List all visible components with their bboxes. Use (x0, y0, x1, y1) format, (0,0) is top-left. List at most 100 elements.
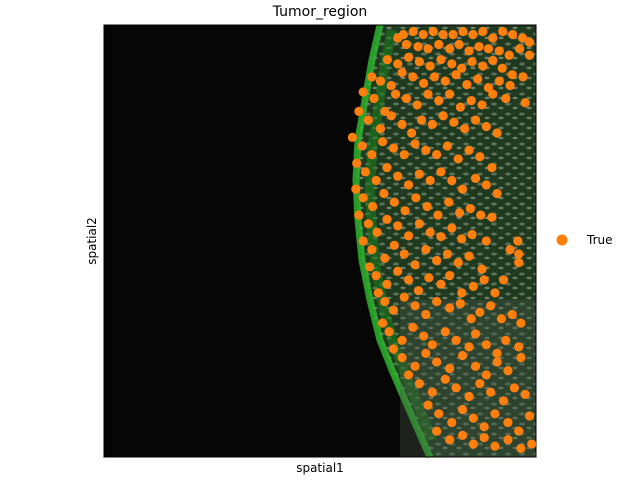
data-point (493, 128, 502, 137)
data-point (475, 379, 484, 388)
data-point (432, 256, 441, 265)
data-point (480, 422, 489, 431)
data-point (421, 349, 430, 358)
tissue-image (104, 25, 536, 457)
data-point (408, 72, 417, 81)
data-point (458, 405, 467, 414)
data-point (482, 370, 491, 379)
data-point (387, 81, 396, 90)
legend-label-true: True (586, 233, 613, 247)
data-point (441, 77, 450, 86)
data-point (401, 206, 410, 215)
data-point (364, 115, 373, 124)
data-point (473, 74, 482, 83)
data-point (505, 245, 514, 254)
data-point (439, 111, 448, 120)
data-point (518, 72, 527, 81)
data-point (445, 435, 454, 444)
data-point (419, 79, 428, 88)
data-point (447, 59, 456, 68)
data-point (413, 42, 422, 51)
data-point (374, 288, 383, 297)
data-point (410, 139, 419, 148)
data-point (409, 27, 418, 36)
data-point (469, 414, 478, 423)
data-point (490, 442, 499, 451)
data-point (487, 213, 496, 222)
data-point (480, 275, 489, 284)
data-point (468, 30, 477, 39)
data-point (467, 314, 476, 323)
data-point (434, 96, 443, 105)
data-point (498, 64, 507, 73)
data-point (400, 150, 409, 159)
data-point (359, 87, 368, 96)
data-point (423, 90, 432, 99)
data-point (493, 189, 502, 198)
data-point (380, 297, 389, 306)
data-point (464, 46, 473, 55)
data-point (467, 96, 476, 105)
data-point (423, 401, 432, 410)
data-point (404, 180, 413, 189)
data-point (402, 40, 411, 49)
data-point (404, 275, 413, 284)
data-point (378, 318, 387, 327)
data-point (352, 159, 361, 168)
data-point (493, 349, 502, 358)
data-point (477, 264, 486, 273)
data-point (455, 40, 464, 49)
data-point (467, 57, 476, 66)
data-point (495, 46, 504, 55)
data-point (471, 115, 480, 124)
data-point (488, 56, 497, 65)
data-point (505, 81, 514, 90)
data-point (348, 133, 357, 142)
data-point (436, 232, 445, 241)
data-point (475, 308, 484, 317)
data-point (521, 390, 530, 399)
data-point (382, 163, 391, 172)
data-point (436, 280, 445, 289)
data-point (454, 154, 463, 163)
data-point (417, 115, 426, 124)
data-point (508, 310, 517, 319)
data-point (467, 230, 476, 239)
data-point (434, 40, 443, 49)
data-point (432, 426, 441, 435)
data-point (436, 55, 445, 64)
data-point (516, 318, 525, 327)
data-point (407, 128, 416, 137)
data-point (454, 258, 463, 267)
data-point (436, 167, 445, 176)
data-point (462, 80, 471, 89)
data-point (480, 433, 489, 442)
data-point (428, 340, 437, 349)
data-point (359, 193, 368, 202)
data-point (383, 55, 392, 64)
data-point (382, 280, 391, 289)
data-point (400, 293, 409, 302)
data-point (415, 219, 424, 228)
data-point (391, 90, 400, 99)
data-point (484, 44, 493, 53)
data-point (439, 30, 448, 39)
data-point (415, 57, 424, 66)
data-point (490, 288, 499, 297)
data-point (372, 176, 381, 185)
data-point (455, 208, 464, 217)
data-point (421, 146, 430, 155)
data-point (448, 30, 457, 39)
data-point (525, 38, 534, 47)
data-point (426, 176, 435, 185)
data-point (458, 351, 467, 360)
data-point (486, 388, 495, 397)
data-point (499, 396, 508, 405)
data-point (393, 267, 402, 276)
data-point (389, 144, 398, 153)
data-point (497, 314, 506, 323)
data-point (397, 336, 406, 345)
data-point (415, 169, 424, 178)
data-point (482, 236, 491, 245)
